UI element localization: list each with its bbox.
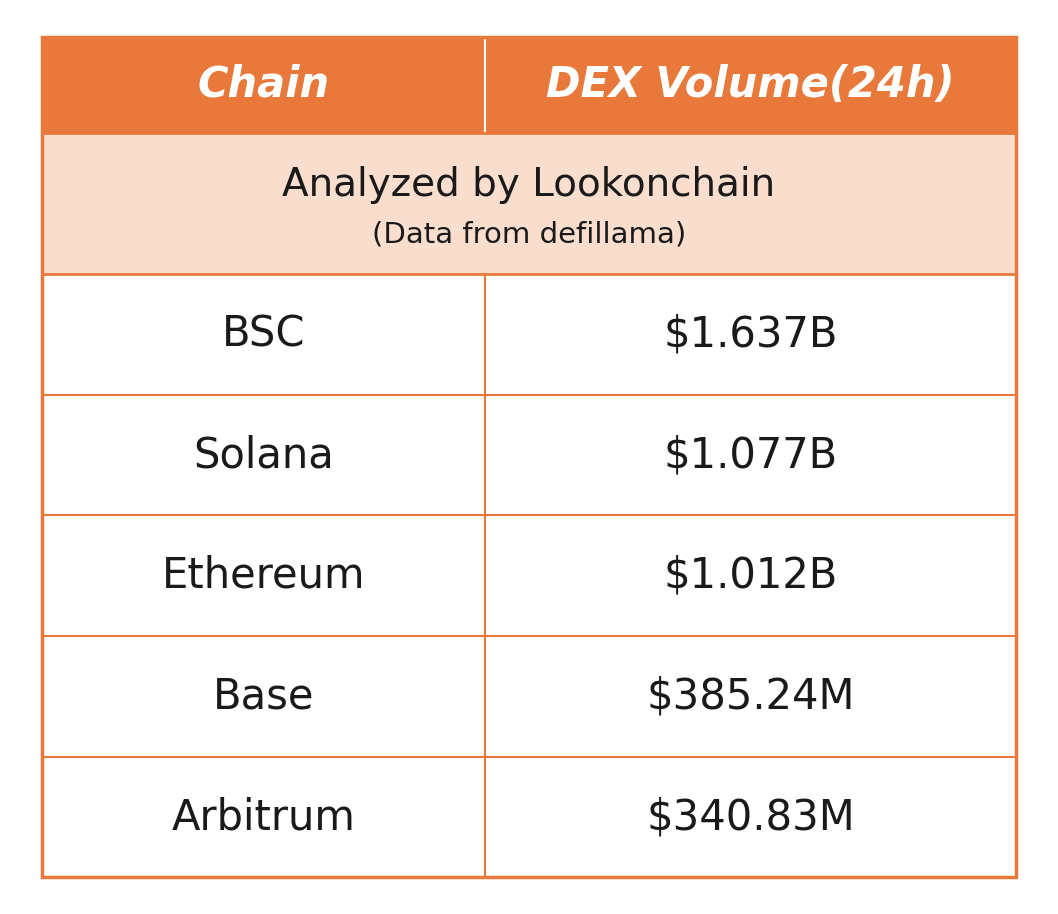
Bar (42, 133, 1016, 274)
Text: DEX Volume(24h): DEX Volume(24h) (546, 64, 954, 105)
Text: $1.077B: $1.077B (663, 434, 838, 476)
Text: Analyzed by Lookonchain: Analyzed by Lookonchain (282, 166, 776, 204)
Text: $385.24M: $385.24M (646, 675, 855, 717)
Text: $1.012B: $1.012B (663, 555, 838, 597)
Text: Solana: Solana (194, 434, 334, 476)
Bar (486, 757, 1016, 877)
Bar (42, 636, 486, 757)
Bar (486, 636, 1016, 757)
Text: $340.83M: $340.83M (646, 796, 855, 838)
Bar (486, 274, 1016, 395)
Bar (42, 274, 486, 395)
Text: (Data from defillama): (Data from defillama) (371, 220, 687, 249)
Text: Chain: Chain (198, 64, 330, 105)
Bar (486, 37, 1016, 133)
Bar (42, 395, 486, 515)
Text: $1.637B: $1.637B (663, 314, 838, 356)
Bar (42, 515, 486, 636)
Bar (42, 757, 486, 877)
Text: BSC: BSC (222, 314, 306, 356)
Text: Arbitrum: Arbitrum (171, 796, 355, 838)
Bar (42, 37, 486, 133)
Text: Base: Base (213, 675, 314, 717)
Bar (486, 395, 1016, 515)
Bar (486, 515, 1016, 636)
Text: Ethereum: Ethereum (162, 555, 365, 597)
